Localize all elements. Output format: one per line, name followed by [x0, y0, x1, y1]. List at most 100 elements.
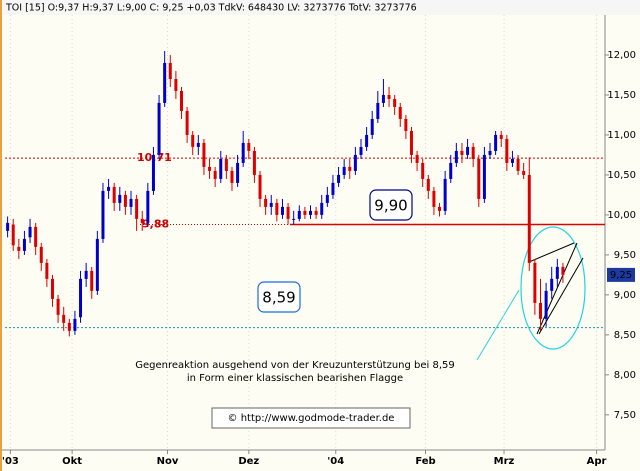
candle-body — [325, 194, 329, 203]
y-tick-label: 8,00 — [614, 370, 636, 381]
candle-body — [230, 170, 234, 183]
candle-body — [179, 90, 183, 111]
x-tick-label: Mrz — [494, 456, 515, 467]
candle-body — [320, 202, 324, 215]
candle-body — [286, 206, 290, 219]
annotation-box-label: 8,59 — [262, 289, 295, 307]
candle-body — [432, 190, 436, 207]
candle-body — [466, 146, 470, 155]
candle-body — [112, 186, 116, 203]
candle-body — [135, 198, 139, 219]
flag-line — [536, 242, 578, 335]
candle-body — [208, 166, 212, 171]
candle-body — [224, 158, 228, 171]
last-price-box — [607, 267, 635, 282]
candle-body — [404, 118, 408, 131]
candle-body — [84, 270, 88, 279]
x-tick-label: Apr — [587, 456, 607, 467]
candle-body — [140, 218, 144, 223]
x-tick-label: '03 — [2, 456, 19, 467]
candle-body — [45, 262, 49, 279]
candle-body — [516, 158, 520, 171]
candle-body — [303, 210, 307, 215]
candle-body — [438, 206, 442, 211]
candle-body — [387, 94, 391, 99]
candle-body — [454, 150, 458, 163]
annotation: in Form einer klassischen bearishen Flag… — [187, 373, 403, 384]
candle-body — [79, 278, 83, 318]
candle-body — [275, 202, 279, 215]
candle-body — [421, 162, 425, 179]
candle-body — [252, 150, 256, 175]
candle-body — [101, 190, 105, 239]
candle-body — [185, 110, 189, 135]
copyright: © http://www.godmode-trader.de — [228, 413, 395, 424]
candle-body — [28, 226, 32, 238]
candle-body — [359, 146, 363, 155]
candle-body — [241, 142, 245, 163]
x-tick-label: Feb — [415, 456, 435, 467]
candle-body — [314, 210, 318, 215]
candle-body — [196, 142, 200, 147]
flag-line — [528, 242, 575, 263]
y-tick-label: 9,50 — [614, 250, 636, 261]
candle-body — [67, 322, 71, 331]
candle-body — [129, 198, 133, 207]
candle-body — [118, 194, 122, 203]
candle-body — [168, 62, 172, 79]
x-tick-label: '04 — [327, 456, 344, 467]
candle-body — [550, 278, 554, 291]
candle-body — [331, 182, 335, 195]
candle-body — [471, 146, 475, 159]
candle-body — [398, 106, 402, 119]
candle-body — [123, 194, 127, 207]
candle-body — [280, 206, 284, 215]
candle-body — [527, 174, 531, 263]
level-label: 9,88 — [142, 218, 169, 231]
candle-body — [499, 134, 503, 139]
candle-body — [309, 210, 313, 215]
candle-body — [443, 178, 447, 211]
candle-body — [213, 170, 217, 179]
plot-layer: 7,50 8,00 8,50 9,00 9,50 10,00 10,50 11,00 11,50… — [2, 15, 636, 467]
candle-body — [258, 174, 262, 199]
candle-body — [17, 246, 21, 251]
candle-body — [56, 298, 60, 315]
candle-body — [247, 142, 251, 151]
candle-body — [269, 202, 273, 207]
candle-body — [337, 174, 341, 183]
candle-body — [365, 134, 369, 147]
candle-body — [11, 224, 15, 246]
copyright-box — [211, 407, 411, 429]
header-bar — [0, 0, 640, 15]
quote-header: TOI [15] O:9,37 H:9,37 L:9,00 C: 9,25 +0… — [5, 3, 417, 14]
candle-body — [174, 78, 178, 91]
candle-body — [370, 118, 374, 135]
candle-body — [555, 266, 559, 279]
x-tick-label: Nov — [157, 456, 179, 467]
candle-body — [393, 98, 397, 107]
annotation-box-label: 9,90 — [374, 197, 407, 215]
candle-body — [505, 138, 509, 163]
candle-body — [353, 154, 357, 171]
candle-body — [264, 198, 268, 207]
annotation-box — [369, 189, 413, 221]
candle-body — [292, 218, 296, 220]
callout-line — [476, 289, 520, 361]
candle-body — [22, 238, 26, 251]
candle-body — [561, 266, 565, 275]
candle-body — [415, 154, 419, 163]
candle-body — [297, 210, 301, 219]
candle-body — [157, 102, 161, 155]
candle-body — [409, 130, 413, 155]
candle-body — [488, 150, 492, 155]
candle-body — [107, 186, 111, 191]
candle-body — [426, 178, 430, 191]
candle-body — [62, 314, 66, 323]
y-tick-label: 10,00 — [607, 210, 636, 221]
candle-body — [544, 290, 548, 319]
annotation-box — [257, 281, 301, 313]
y-tick-label: 10,50 — [607, 170, 636, 181]
